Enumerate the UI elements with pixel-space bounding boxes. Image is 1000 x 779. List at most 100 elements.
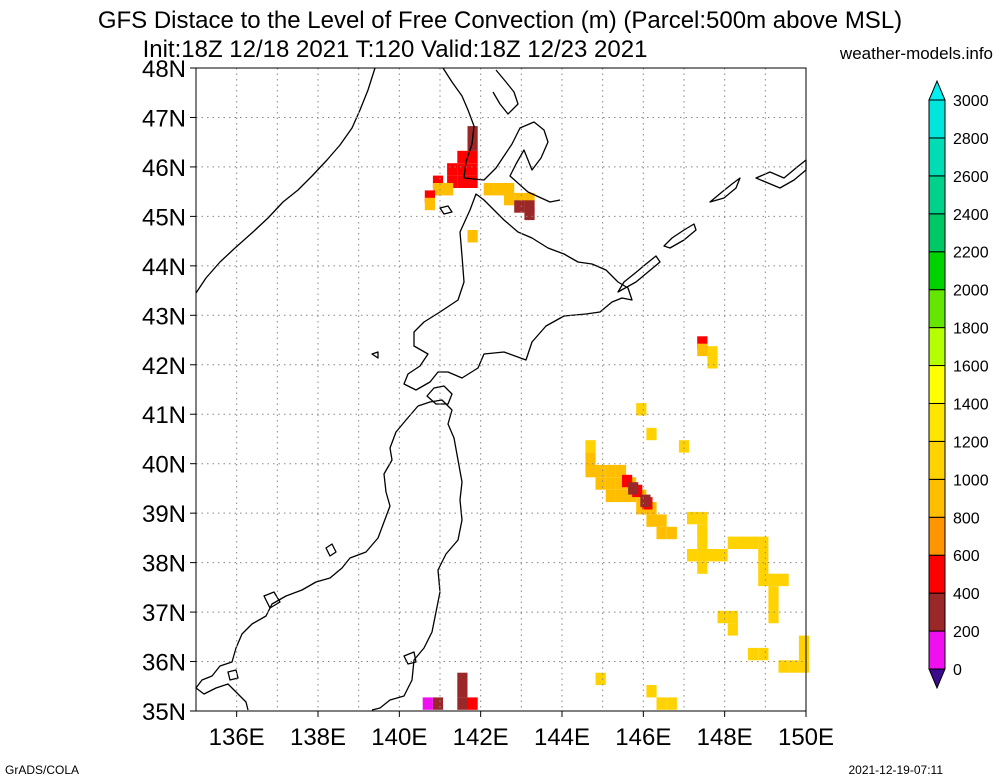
lat-tick-label: 46N (142, 155, 186, 182)
colorbar-label: 0 (953, 662, 962, 679)
field-cell (798, 660, 810, 673)
colorbar-label: 2200 (953, 245, 989, 262)
field-cell (585, 440, 596, 453)
colorbar-label: 600 (953, 548, 980, 565)
map-frame (195, 67, 807, 712)
field-cell (697, 536, 708, 549)
colorbar-label: 800 (953, 510, 980, 527)
lon-tick-label: 146E (615, 724, 671, 751)
colorbar: 0 200 400 600 800 1000 1200 1400 1600 1800 2000 220… (928, 79, 989, 690)
colorbar-label: 400 (953, 586, 980, 603)
colorbar-swatch (928, 402, 946, 442)
colorbar-min-arrow (928, 668, 946, 690)
field-cell (687, 511, 698, 525)
colorbar-label: 1200 (953, 434, 989, 451)
colorbar-swatch (928, 137, 946, 177)
field-cell (457, 697, 468, 710)
field-cell (697, 524, 708, 537)
field-cell (585, 452, 596, 465)
field-cell (737, 536, 749, 549)
field-cell (622, 474, 633, 488)
field-cell (727, 536, 738, 549)
field-cell (443, 183, 454, 196)
field-cell (504, 183, 515, 196)
field-cell (798, 647, 810, 661)
field-cell (432, 697, 444, 710)
field-cell (727, 623, 738, 636)
colorbar-swatch (928, 175, 946, 215)
field-cell (605, 477, 616, 490)
field-cell (493, 183, 505, 196)
colorbar-swatch (928, 365, 946, 404)
field-cell (778, 660, 789, 673)
field-cell (432, 183, 444, 196)
field-cell (768, 586, 779, 599)
field-cell (707, 549, 718, 562)
field-cell (467, 175, 478, 188)
lon-tick-label: 142E (453, 724, 509, 751)
coastline-kuril (617, 159, 807, 293)
field-cell (727, 610, 738, 624)
site-label: weather-models.info (839, 44, 993, 63)
field-cell (422, 697, 433, 710)
field-cell (788, 660, 799, 673)
coastline-hokkaido (403, 193, 633, 391)
field-cell (646, 685, 657, 698)
field-cell (615, 477, 627, 490)
field-cell (467, 138, 478, 151)
field-cell (778, 573, 789, 587)
field-cell (758, 647, 769, 661)
lat-tick-label: 48N (142, 56, 186, 83)
field-cell (504, 192, 515, 206)
colorbar-label: 1600 (953, 359, 989, 376)
field-cell (467, 150, 478, 164)
field-cell (717, 549, 728, 562)
lon-labels: 136E 138E 140E 142E 144E 146E 148E 150E (209, 711, 834, 751)
field-cell (447, 175, 458, 188)
field-cell (768, 610, 779, 624)
field-cell (697, 336, 708, 349)
field-cell (467, 697, 478, 710)
map-subtitle: Init:18Z 12/18 2021 T:120 Valid:18Z 12/2… (142, 36, 648, 63)
lon-tick-label: 136E (209, 724, 265, 751)
field-cell (514, 200, 525, 213)
colorbar-swatch (928, 630, 946, 670)
field-cell (424, 190, 435, 203)
lat-tick-label: 35N (142, 699, 186, 726)
field-cell (457, 672, 468, 686)
lat-tick-label: 38N (142, 551, 186, 578)
field-cell (768, 573, 779, 587)
field-cell (640, 494, 651, 507)
field-cell (457, 163, 468, 176)
field-cell (646, 514, 657, 527)
field-cell (707, 356, 718, 369)
field-cell (524, 207, 535, 221)
field-cell (697, 561, 708, 574)
colorbar-swatch (928, 289, 946, 329)
lat-tick-label: 44N (142, 254, 186, 281)
lon-tick-label: 140E (371, 724, 427, 751)
lon-tick-label: 148E (697, 724, 753, 751)
lat-tick-label: 42N (142, 353, 186, 380)
field-cell (432, 175, 444, 188)
field-cell (483, 183, 494, 196)
colorbar-label: 2800 (953, 131, 989, 148)
field-cell (697, 549, 708, 562)
lon-tick-label: 138E (290, 724, 346, 751)
field-cell (646, 427, 657, 441)
colorbar-label: 200 (953, 624, 980, 641)
field-cell (447, 163, 458, 176)
field-cell (687, 549, 698, 562)
lat-tick-label: 36N (142, 650, 186, 677)
field-cell (717, 610, 728, 624)
field-cell (605, 464, 616, 478)
colorbar-label: 1000 (953, 472, 989, 489)
footer-right-timestamp: 2021-12-19-07:11 (848, 763, 943, 777)
colorbar-swatch (928, 213, 946, 253)
colorbar-label: 2600 (953, 169, 989, 186)
field-cell (656, 697, 667, 710)
field-cell (524, 192, 535, 206)
coastline-honshu (195, 385, 463, 711)
field-cell (748, 647, 759, 661)
